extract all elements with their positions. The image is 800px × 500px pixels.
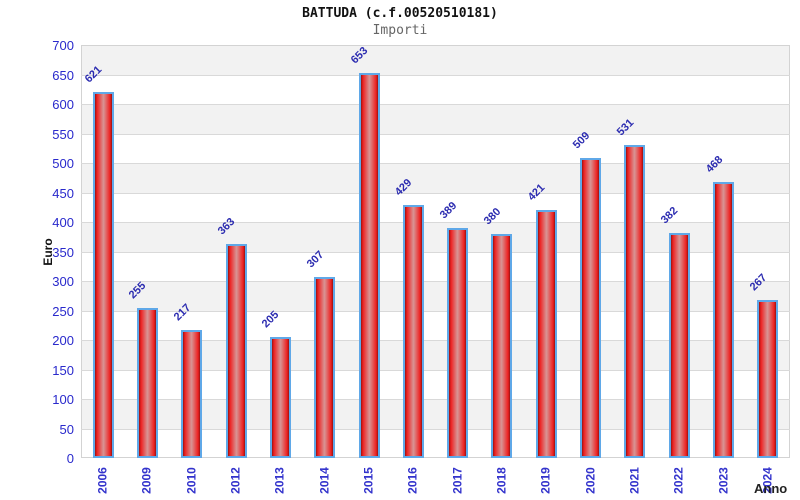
x-tick-label: 2021 (627, 467, 642, 494)
bar-2021 (624, 144, 646, 458)
y-tick-label: 300 (52, 274, 74, 289)
gridline (81, 74, 790, 76)
y-tick-label: 450 (52, 185, 74, 201)
y-tick-label: 600 (52, 97, 74, 112)
y-tick-label: 500 (52, 156, 74, 171)
bar-2022 (668, 232, 690, 458)
x-axis-label: Anno (754, 481, 788, 496)
bar-2020 (580, 157, 602, 458)
y-tick-label: 650 (52, 67, 74, 83)
x-tick-label: 2018 (494, 467, 509, 494)
bar-2010 (181, 329, 203, 458)
chart-title: BATTUDA (c.f.00520510181) (302, 6, 498, 21)
x-tick-label: 2013 (272, 467, 287, 494)
x-tick-label: 2016 (405, 467, 420, 494)
y-tick-label: 400 (52, 215, 74, 230)
y-tick-label: 200 (52, 333, 74, 348)
x-tick-label: 2015 (361, 467, 376, 494)
x-tick-label: 2014 (317, 467, 332, 494)
x-tick-label: 2023 (716, 467, 731, 494)
gridline (81, 310, 790, 312)
x-tick-label: 2012 (228, 467, 243, 494)
y-tick-label: 100 (52, 392, 74, 407)
gridline (81, 428, 790, 430)
y-tick-label: 250 (52, 303, 74, 319)
x-tick-label: 2022 (671, 467, 686, 494)
bar-2017 (447, 228, 469, 458)
bar-2012 (225, 243, 247, 458)
bar-2023 (713, 181, 735, 458)
bar-2009 (136, 307, 158, 458)
bar-2006 (92, 91, 114, 458)
bar-2024 (757, 300, 779, 458)
x-tick-label: 2017 (450, 467, 465, 494)
gridline (81, 399, 790, 400)
y-tick-label: 350 (52, 244, 74, 260)
x-tick-label: 2009 (139, 467, 154, 494)
x-tick-label: 2010 (184, 467, 199, 494)
x-tick-label: 2019 (538, 467, 553, 494)
gridline (81, 163, 790, 164)
gridline (81, 222, 790, 223)
bar-2019 (535, 209, 557, 458)
y-tick-label: 150 (52, 362, 74, 378)
gridline (81, 340, 790, 341)
bar-2018 (491, 233, 513, 458)
y-tick-label: 0 (66, 451, 74, 466)
gridline (81, 133, 790, 135)
bar-2013 (269, 337, 291, 458)
chart-subtitle: Importi (372, 23, 428, 38)
gridline (81, 251, 790, 253)
gridline (81, 369, 790, 371)
gridline (81, 192, 790, 194)
gridline (81, 281, 790, 282)
bar-2014 (314, 276, 336, 458)
gridline (81, 104, 790, 105)
y-tick-label: 700 (52, 38, 74, 53)
bar-2015 (358, 72, 380, 458)
y-tick-label: 50 (59, 421, 74, 437)
bar-2016 (402, 204, 424, 458)
x-tick-label: 2006 (95, 467, 110, 494)
x-tick-label: 2020 (583, 467, 598, 494)
y-tick-label: 550 (52, 126, 74, 142)
